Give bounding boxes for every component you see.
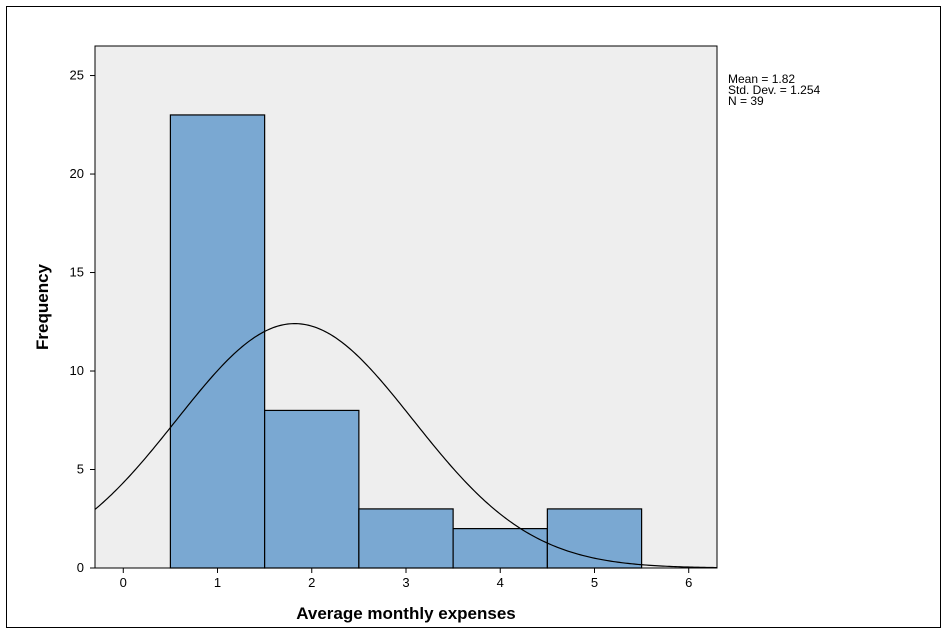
x-tick-label: 1 <box>214 575 221 590</box>
y-tick-label: 10 <box>70 363 84 378</box>
x-tick-label: 2 <box>308 575 315 590</box>
stats-line: N = 39 <box>728 94 764 108</box>
y-axis: 0 5 10 15 20 25 <box>70 68 95 575</box>
y-axis-title: Frequency <box>33 263 52 350</box>
histogram-bar <box>264 409 360 569</box>
x-axis-title: Average monthly expenses <box>296 604 516 623</box>
x-axis: 0 1 2 3 4 5 6 <box>120 568 692 590</box>
y-tick-label: 25 <box>70 68 84 83</box>
normal-curve <box>94 322 718 569</box>
histogram-bar <box>452 528 548 569</box>
y-tick-label: 15 <box>70 265 84 280</box>
x-tick-label: 0 <box>120 575 127 590</box>
stats-line: Std. Dev. = 1.254 <box>728 83 820 97</box>
y-tick-label: 20 <box>70 166 84 181</box>
y-tick-label: 5 <box>77 462 84 477</box>
histogram-bar <box>546 508 643 569</box>
stats-line: Mean = 1.82 <box>728 72 795 86</box>
x-tick-label: 4 <box>497 575 504 590</box>
y-tick-label: 0 <box>77 560 84 575</box>
x-tick-label: 3 <box>402 575 409 590</box>
x-tick-label: 6 <box>685 575 692 590</box>
histogram-bar <box>169 114 266 569</box>
x-tick-label: 5 <box>591 575 598 590</box>
histogram-bar <box>358 508 454 569</box>
